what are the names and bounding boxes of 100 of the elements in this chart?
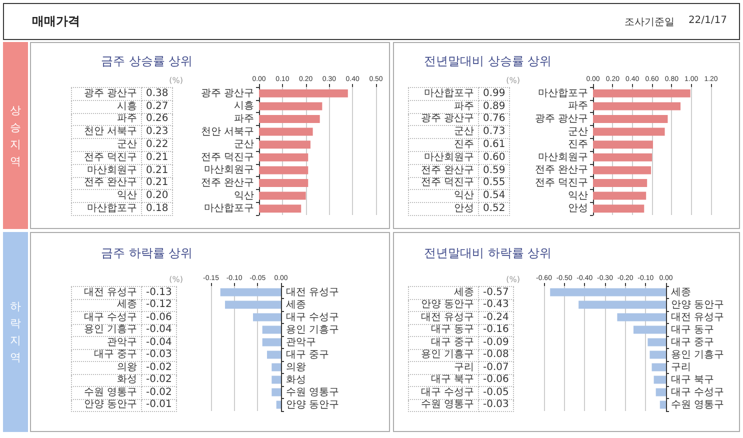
category-label: 익산 xyxy=(454,190,474,202)
bar xyxy=(259,140,310,149)
y-tick-label: 수원 영통구 xyxy=(671,399,724,410)
y-tick-label: 안성 xyxy=(568,203,588,214)
data-label: 0.52 xyxy=(478,202,510,216)
chart-title: 금주 하락률 상위 xyxy=(101,245,193,262)
category-label: 마산합포구 xyxy=(424,88,474,99)
y-tick-label: 전주 덕진구 xyxy=(535,178,588,188)
data-label: 0.21 xyxy=(142,151,173,164)
data-label: -0.02 xyxy=(142,374,176,386)
data-label: -0.06 xyxy=(142,312,176,324)
text: 22/1/17 xyxy=(688,14,727,28)
y-tick-label: 전주 완산구 xyxy=(201,178,254,188)
data-label: 0.20 xyxy=(142,190,173,203)
text: 조사기준일 xyxy=(624,16,674,28)
bar xyxy=(593,140,653,149)
category-label: 파주 xyxy=(117,113,137,124)
category-label: 관악구 xyxy=(107,336,137,348)
chart-title: 전년말대비 하락률 상위 xyxy=(424,245,552,262)
bar xyxy=(259,153,308,162)
y-tick-label: 용인 기흥구 xyxy=(286,324,339,336)
y-tick-label: 안양 동안구 xyxy=(286,399,339,410)
y-tick-label: 세종 xyxy=(671,286,691,298)
category-label: 파주 xyxy=(454,100,474,112)
bar xyxy=(259,102,322,110)
y-tick-label: 안양 동안구 xyxy=(671,299,724,310)
bar xyxy=(259,204,302,213)
category-label: 안양 동안구 xyxy=(420,299,474,310)
y-tick-label: 대구 중구 xyxy=(286,349,329,360)
data-label: -0.08 xyxy=(478,349,514,362)
data-label: 0.18 xyxy=(142,202,173,216)
category-label: 대전 유성구 xyxy=(84,286,137,298)
bar xyxy=(593,89,690,98)
data-label: 0.26 xyxy=(142,113,173,126)
y-tick-label: 마산합포구 xyxy=(204,203,254,214)
y-tick-label: 파주 xyxy=(234,114,254,124)
bar xyxy=(593,153,652,162)
bar xyxy=(593,192,646,200)
bar xyxy=(593,115,668,123)
category-label: 광주 광산구 xyxy=(84,88,137,99)
data-label: 0.22 xyxy=(142,138,173,152)
data-label: -0.06 xyxy=(478,374,514,386)
y-tick-label: 대구 수성구 xyxy=(286,312,339,323)
y-tick-label: 전주 덕진구 xyxy=(201,152,254,163)
data-label: -0.07 xyxy=(478,362,514,374)
data-label: 0.27 xyxy=(142,100,173,114)
y-tick-label: 광주 광산구 xyxy=(201,88,254,99)
data-label: -0.05 xyxy=(478,386,514,399)
category-label: 수원 영통구 xyxy=(84,386,137,398)
category-label: 대구 중구 xyxy=(94,349,137,360)
data-label: -0.12 xyxy=(142,299,176,312)
category-label: 천안 서북구 xyxy=(84,126,137,138)
text: 하락지역 xyxy=(10,299,22,366)
y-tick-label: 용인 기흥구 xyxy=(671,349,724,360)
data-label: -0.02 xyxy=(142,362,176,374)
data-label: 0.60 xyxy=(478,151,510,164)
category-label: 세종 xyxy=(117,299,137,310)
category-label: 대구 중구 xyxy=(430,336,474,348)
data-label: -0.03 xyxy=(478,399,514,412)
y-tick-label: 마산합포구 xyxy=(538,88,588,99)
bar xyxy=(593,102,681,110)
data-label: 0.21 xyxy=(142,164,173,178)
data-label: 0.99 xyxy=(478,88,510,100)
data-label: 0.21 xyxy=(142,177,173,190)
text: (%) xyxy=(505,275,520,284)
data-label: -0.13 xyxy=(142,286,176,299)
text: 금주 상승률 상위 xyxy=(101,53,193,70)
y-tick-label: 진주 xyxy=(568,139,588,150)
category-label: 대구 동구 xyxy=(430,324,474,336)
data-label: -0.57 xyxy=(478,286,514,299)
bar xyxy=(259,179,308,187)
category-label: 시흥 xyxy=(117,100,137,112)
bar xyxy=(259,128,313,136)
y-tick-label: 전주 완산구 xyxy=(535,164,588,176)
category-label: 구리 xyxy=(454,362,474,373)
category-label: 수원 영통구 xyxy=(420,399,474,410)
category-label: 안양 동안구 xyxy=(84,399,137,410)
text: (%) xyxy=(505,76,520,85)
data-label: -0.01 xyxy=(142,399,176,412)
text: (%) xyxy=(168,275,183,284)
text: 상승지역 xyxy=(10,102,22,170)
y-tick-label: 마산회원구 xyxy=(204,164,254,176)
data-label: 0.89 xyxy=(478,100,510,114)
category-label: 의왕 xyxy=(117,362,137,373)
data-label: -0.43 xyxy=(478,299,514,312)
category-label: 대전 유성구 xyxy=(420,312,474,323)
data-label: 0.59 xyxy=(478,164,510,178)
data-label: -0.03 xyxy=(142,349,176,362)
y-tick-label: 대전 유성구 xyxy=(286,286,339,298)
bar xyxy=(259,166,308,174)
category-label: 광주 광산구 xyxy=(420,113,474,124)
category-label: 대구 북구 xyxy=(430,374,474,386)
category-label: 대구 수성구 xyxy=(84,312,137,323)
bar xyxy=(593,128,665,136)
bar xyxy=(259,115,320,123)
category-label: 세종 xyxy=(454,286,474,298)
bar xyxy=(259,89,348,98)
data-label: 0.55 xyxy=(478,177,510,190)
data-label: -0.02 xyxy=(142,386,176,399)
bar xyxy=(593,204,644,213)
